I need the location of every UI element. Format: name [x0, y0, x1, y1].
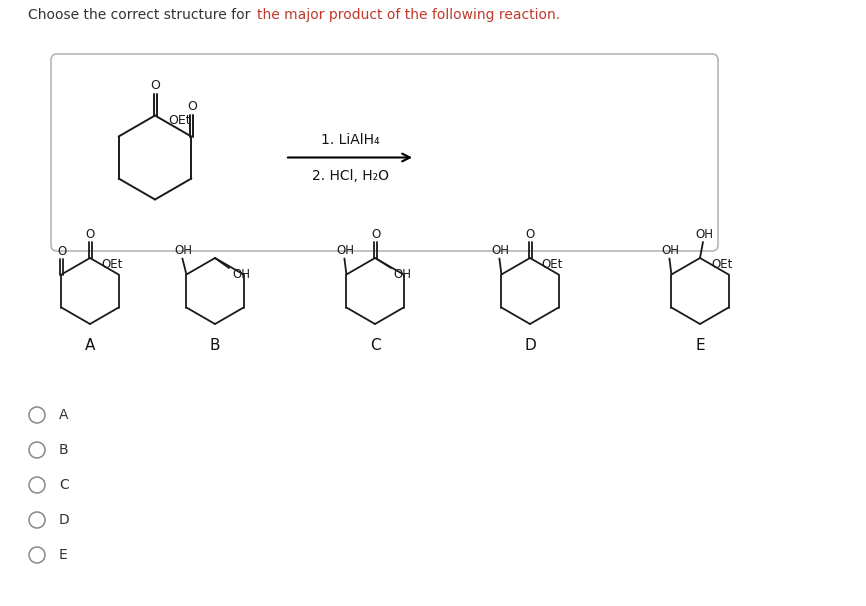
Text: Choose the correct structure for: Choose the correct structure for — [28, 8, 255, 22]
Text: OH: OH — [336, 244, 354, 257]
Text: E: E — [695, 339, 705, 353]
Text: D: D — [524, 339, 536, 353]
Text: O: O — [151, 79, 160, 92]
Text: E: E — [59, 548, 68, 562]
Text: OEt: OEt — [101, 258, 123, 270]
Text: C: C — [59, 478, 68, 492]
Text: 2. HCl, H₂O: 2. HCl, H₂O — [312, 168, 389, 182]
Text: OEt: OEt — [169, 114, 191, 127]
Text: O: O — [526, 228, 535, 242]
Text: A: A — [59, 408, 68, 422]
Text: 1. LiAlH₄: 1. LiAlH₄ — [320, 133, 379, 147]
Text: OEt: OEt — [541, 258, 563, 270]
Text: OH: OH — [393, 267, 411, 281]
Text: OH: OH — [662, 244, 680, 257]
Text: O: O — [187, 100, 197, 113]
Text: OH: OH — [174, 244, 192, 257]
Text: O: O — [371, 228, 380, 242]
Text: O: O — [57, 245, 67, 258]
Text: A: A — [85, 339, 95, 353]
Text: C: C — [370, 339, 380, 353]
Text: O: O — [86, 228, 95, 242]
Text: B: B — [59, 443, 68, 457]
Text: OEt: OEt — [711, 258, 733, 270]
Text: the major product of the following reaction.: the major product of the following react… — [257, 8, 560, 22]
Text: B: B — [210, 339, 220, 353]
Text: OH: OH — [491, 244, 509, 257]
Text: OH: OH — [695, 227, 713, 241]
Text: OH: OH — [232, 267, 250, 281]
Text: D: D — [59, 513, 70, 527]
FancyBboxPatch shape — [51, 54, 718, 251]
